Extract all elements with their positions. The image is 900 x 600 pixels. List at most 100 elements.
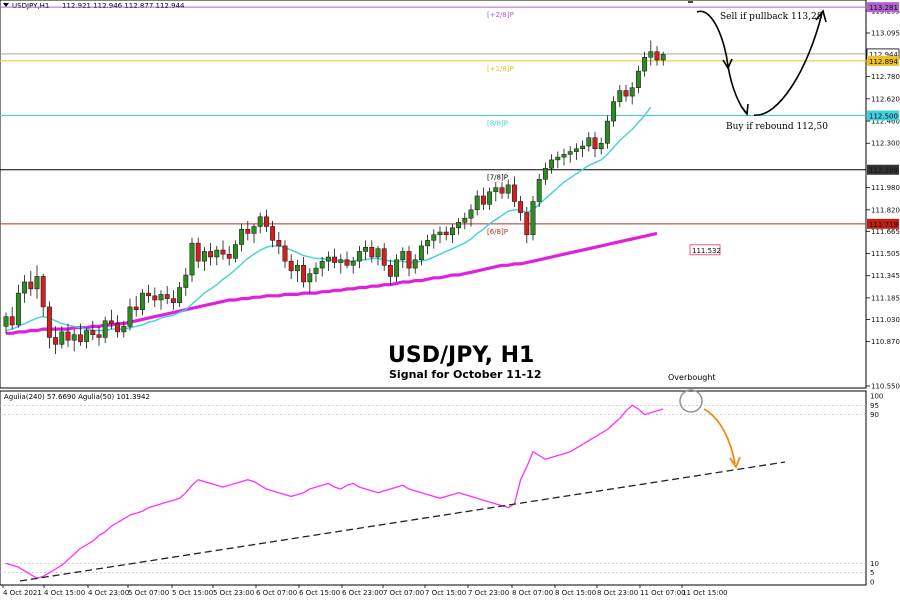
candle — [307, 268, 313, 294]
sma-slow-line — [6, 231, 658, 335]
price-axis: 113.255113.095112.780112.620112.460112.3… — [689, 2, 900, 391]
candle — [530, 195, 536, 241]
candle — [59, 326, 65, 349]
candle — [437, 226, 443, 244]
rebound-arrow-curve — [753, 12, 823, 116]
candle — [400, 247, 406, 269]
svg-text:111.719: 111.719 — [869, 221, 898, 229]
candle — [319, 256, 325, 277]
chart-title: USD/JPY, H1 — [388, 343, 534, 368]
svg-text:112.109: 112.109 — [869, 167, 898, 175]
svg-text:112.500: 112.500 — [869, 113, 898, 121]
candle — [443, 226, 449, 241]
price-marker: 111.719 — [867, 218, 899, 229]
time-tick-label: 6 Oct 07:00 — [256, 589, 297, 597]
candle — [263, 209, 269, 233]
rsi-tick-label: 5 — [870, 569, 874, 577]
candle — [177, 281, 183, 307]
candle — [344, 251, 350, 269]
candle — [214, 245, 220, 266]
candle — [146, 284, 152, 303]
candle — [301, 256, 307, 288]
candle — [431, 229, 437, 249]
candle — [462, 212, 468, 230]
candle — [71, 329, 77, 352]
price-tick-label: 113.095 — [871, 29, 900, 37]
candles-layer — [3, 40, 666, 355]
candle — [480, 187, 486, 210]
candle — [282, 240, 288, 269]
candle — [232, 240, 238, 263]
time-tick-label: 4 Oct 23:00 — [88, 589, 129, 597]
candle — [456, 218, 462, 235]
candle — [623, 84, 629, 102]
chart-header: USDJPY,H1 112.921 112.946 112.877 112.94… — [3, 2, 185, 10]
candle — [270, 220, 276, 248]
candle — [598, 137, 604, 155]
candle — [406, 245, 412, 277]
buy-annotation: Buy if rebound 112,50 — [726, 122, 828, 132]
candle — [394, 254, 400, 282]
candle — [536, 173, 542, 208]
candle — [660, 51, 666, 66]
time-tick-label: 5 Oct 15:00 — [172, 589, 213, 597]
time-tick-label: 8 Oct 23:00 — [597, 589, 638, 597]
price-marker: 112.894 — [867, 55, 899, 66]
overbought-label: Overbought — [668, 373, 716, 382]
price-tick-label: 112.300 — [871, 140, 900, 148]
candle — [425, 234, 431, 255]
candle — [369, 240, 375, 263]
candle — [418, 240, 424, 266]
candle — [133, 295, 139, 317]
level-label: [+1/8]P — [487, 65, 514, 73]
rsi-tick-label: 95 — [870, 402, 879, 410]
candle — [635, 65, 641, 94]
time-tick-label: 5 Oct 07:00 — [128, 589, 169, 597]
time-tick-label: 6 Oct 23:00 — [342, 589, 383, 597]
candle — [356, 245, 362, 269]
rsi-tick-label: 100 — [870, 393, 883, 401]
candle — [524, 207, 530, 244]
svg-text:113.281: 113.281 — [869, 4, 898, 12]
candle — [77, 323, 83, 346]
price-tick-label: 110.550 — [871, 383, 900, 391]
candle — [108, 309, 114, 330]
candle — [257, 212, 263, 234]
candle — [629, 82, 635, 105]
price-tick-label: 111.185 — [871, 294, 900, 302]
header-ohlc: 112.921 112.946 112.877 112.944 — [62, 2, 185, 10]
candle — [332, 248, 338, 269]
price-tick-label: 111.820 — [871, 206, 900, 214]
price-marker: 111.532 — [689, 244, 721, 256]
candle — [642, 51, 648, 77]
candle — [28, 270, 34, 296]
candle — [474, 190, 480, 216]
candle — [245, 220, 251, 241]
candle — [84, 327, 90, 349]
time-tick-label: 11 Oct 07:00 — [640, 589, 686, 597]
signal-annotations: Sell if pullback 113,28 Buy if rebound 1… — [19, 1, 828, 582]
orange-arrow — [703, 408, 736, 465]
candle — [487, 187, 493, 210]
candle — [375, 245, 381, 266]
candle — [251, 223, 257, 244]
candle — [239, 223, 245, 252]
price-tick-label: 112.460 — [871, 118, 900, 126]
candle — [555, 151, 561, 169]
header-symbol: USDJPY,H1 — [12, 2, 49, 10]
time-tick-label: 11 Oct 15:00 — [682, 589, 728, 597]
sell-annotation: Sell if pullback 113,28 — [720, 12, 823, 22]
candle — [592, 132, 598, 158]
candle — [387, 259, 393, 285]
candle — [567, 146, 573, 163]
level-label: [+2/8]P — [487, 11, 514, 19]
candle — [363, 240, 369, 260]
time-tick-label: 5 Oct 23:00 — [213, 589, 254, 597]
candle — [9, 306, 15, 330]
candle — [170, 290, 176, 310]
candle — [288, 254, 294, 280]
candle — [617, 84, 623, 108]
price-tick-label: 110.870 — [871, 338, 900, 346]
price-tick-label: 112.780 — [871, 73, 900, 81]
